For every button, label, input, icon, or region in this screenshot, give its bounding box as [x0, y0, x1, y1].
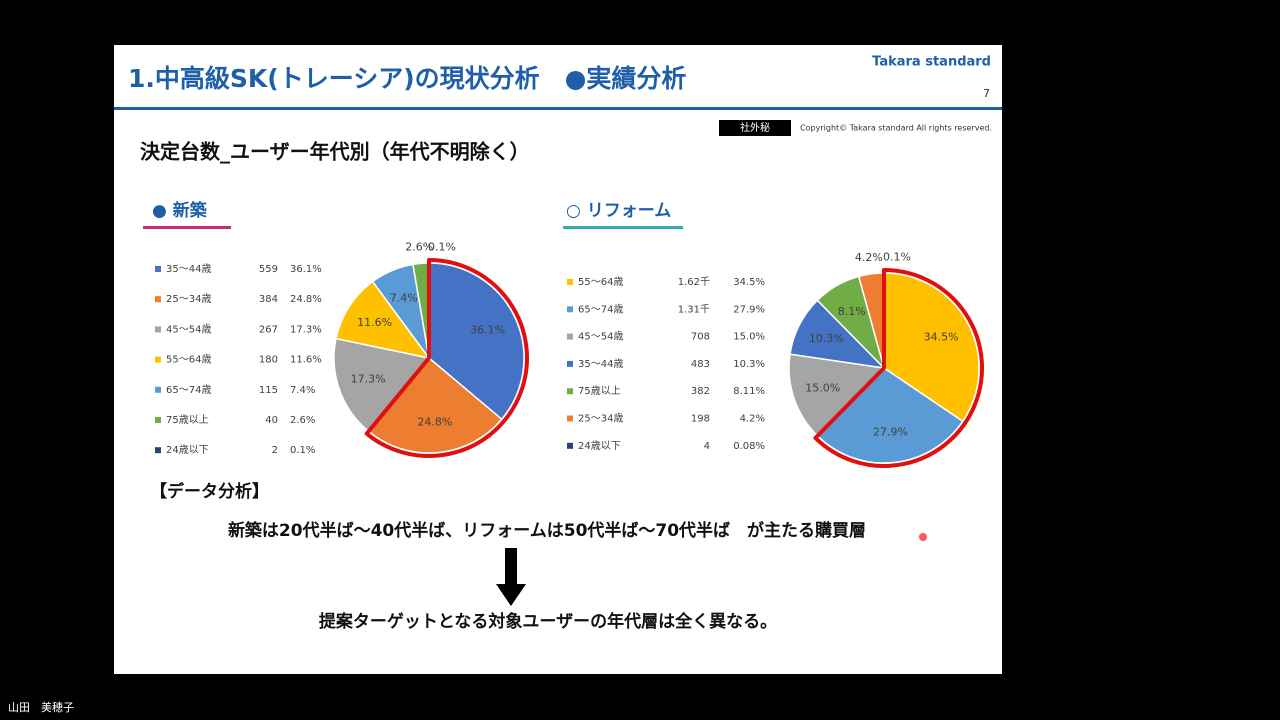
cursor	[919, 533, 927, 541]
legend-swatch	[155, 386, 161, 393]
legend-percent: 0.08%	[733, 441, 765, 452]
legend-label: 45～54歳	[578, 331, 623, 343]
pie-slice	[333, 337, 431, 433]
subtitle: 決定台数_ユーザー年代別（年代不明除く）	[140, 140, 530, 164]
legend-count: 267	[259, 324, 278, 335]
page-number: 7	[983, 87, 990, 100]
legend-percent: 24.8%	[290, 294, 322, 305]
legend-percent: 36.1%	[290, 264, 322, 275]
pie-slice	[428, 262, 525, 421]
legend-count: 115	[259, 385, 278, 396]
slide-title: 1.中高級SK(トレーシア)の現状分析 ●実績分析	[128, 64, 686, 93]
legend-percent: 15.0%	[733, 332, 765, 343]
legend-label: 65～74歳	[578, 303, 623, 315]
legend-swatch	[567, 360, 573, 367]
legend-swatch	[155, 296, 161, 303]
legend-swatch	[155, 447, 161, 454]
legend-count: 384	[259, 294, 278, 305]
chart-title: ○ リフォーム	[566, 201, 671, 221]
pie-slice	[788, 353, 886, 437]
slice-label: 0.1%	[883, 251, 911, 264]
highlight	[364, 258, 529, 458]
legend-label: 55～64歳	[166, 354, 211, 366]
legend-swatch	[155, 417, 161, 423]
arrow-shaft	[505, 548, 517, 586]
pie-slice	[367, 356, 503, 454]
legend-count: 2	[272, 445, 278, 456]
title-underline	[563, 226, 683, 229]
header-rule	[114, 107, 1002, 110]
legend-count: 559	[259, 264, 278, 275]
legend-swatch	[567, 279, 573, 285]
arrow-head	[496, 584, 526, 606]
legend-count: 198	[691, 414, 710, 425]
slice-label: 8.1%	[838, 305, 866, 318]
legend-count: 708	[691, 332, 710, 343]
legend-count: 483	[691, 359, 710, 370]
legend-percent: 10.3%	[733, 359, 765, 370]
legend-percent: 2.6%	[290, 415, 315, 426]
legend-percent: 34.5%	[733, 277, 765, 288]
legend-swatch	[567, 388, 573, 395]
legend-swatch	[155, 266, 161, 272]
slice-label: 34.5%	[924, 331, 959, 344]
legend-label: 35～44歳	[166, 263, 211, 275]
slice-label: 11.6%	[357, 316, 392, 329]
legend-label: 24歳以下	[578, 440, 621, 452]
legend-swatch	[155, 326, 161, 333]
conclusion: 提案ターゲットとなる対象ユーザーの年代層は全く異なる。	[319, 611, 777, 632]
legend-count: 1.62千	[678, 276, 710, 288]
legend-percent: 7.4%	[290, 385, 315, 396]
legend-count: 1.31千	[678, 303, 710, 315]
slice-label: 7.4%	[390, 292, 418, 305]
slice-label: 17.3%	[351, 372, 386, 385]
legend-swatch	[567, 415, 573, 422]
legend-percent: 27.9%	[733, 304, 765, 315]
confidential: 社外秘	[740, 121, 770, 134]
brand: Takara standard	[872, 55, 991, 70]
legend-label: 65～74歳	[166, 384, 211, 396]
slice-label: 15.0%	[805, 382, 840, 395]
legend-label: 24歳以下	[166, 444, 209, 456]
slice-label: 10.3%	[809, 332, 844, 345]
legend-percent: 4.2%	[740, 414, 765, 425]
legend-count: 4	[704, 441, 710, 452]
pie-slice	[816, 367, 964, 464]
legend-percent: 11.6%	[290, 355, 322, 366]
legend-count: 180	[259, 355, 278, 366]
pie-slice	[335, 280, 431, 360]
legend-label: 35～44歳	[578, 358, 623, 370]
legend-percent: 8.11%	[733, 386, 765, 397]
legend-swatch	[155, 356, 161, 363]
copyright: Copyright© Takara standard All rights re…	[800, 124, 992, 133]
legend-label: 75歳以上	[166, 414, 209, 426]
pie-slice	[883, 272, 980, 423]
slice-label: 27.9%	[873, 425, 908, 438]
legend-count: 40	[265, 415, 278, 426]
legend-label: 45～54歳	[166, 323, 211, 335]
title-underline	[143, 226, 231, 229]
legend-percent: 0.1%	[290, 445, 315, 456]
slice-label: 2.6%	[405, 240, 433, 253]
highlight	[813, 268, 984, 468]
presenter-name: 山田 美穂子	[8, 700, 74, 714]
legend-label: 25～34歳	[166, 293, 211, 305]
slice-label: 24.8%	[417, 415, 452, 428]
legend-label: 55～64歳	[578, 276, 623, 288]
legend-swatch	[567, 442, 573, 449]
legend-count: 382	[691, 386, 710, 397]
legend-percent: 17.3%	[290, 324, 322, 335]
slice-label: 36.1%	[470, 324, 505, 337]
slice-label: 4.2%	[855, 251, 883, 264]
analysis-heading: 【データ分析】	[150, 481, 269, 502]
legend-label: 75歳以上	[578, 385, 621, 397]
confidential-box	[719, 120, 791, 136]
legend-swatch	[567, 333, 573, 340]
chart-title: ● 新築	[152, 200, 208, 221]
finding: 新築は20代半ば～40代半ば、リフォームは50代半ば～70代半ば が主たる購買層	[228, 520, 866, 541]
legend-swatch	[567, 306, 573, 313]
legend-label: 25～34歳	[578, 413, 623, 425]
slice-label: 0.1%	[428, 241, 456, 254]
